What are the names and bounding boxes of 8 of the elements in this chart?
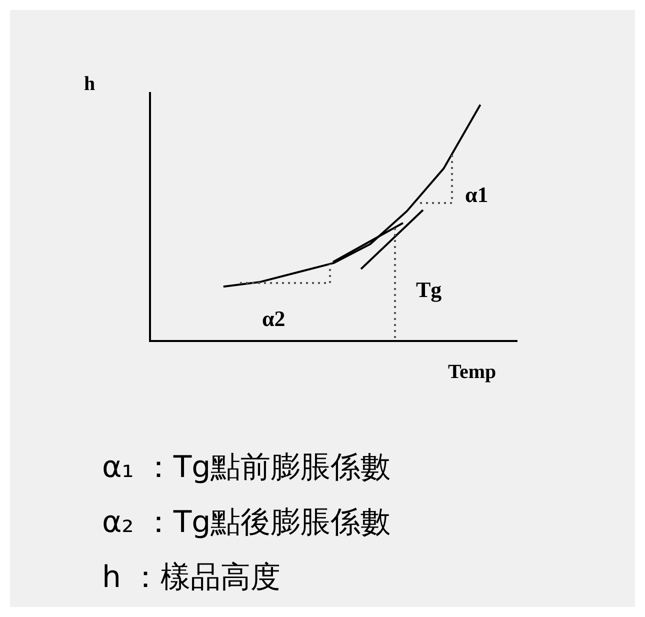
text: α₁ ：Tg點前膨脹係數: [102, 449, 391, 487]
annotation: α2: [262, 306, 286, 331]
annotation: α1: [465, 182, 488, 207]
text: h ：樣品高度: [102, 559, 282, 597]
text: α₂ ：Tg點後膨脹係數: [102, 504, 391, 542]
x-axis-title: Temp: [448, 360, 496, 384]
y-axis-title: h: [84, 72, 96, 96]
annotation: Tg: [416, 277, 442, 302]
